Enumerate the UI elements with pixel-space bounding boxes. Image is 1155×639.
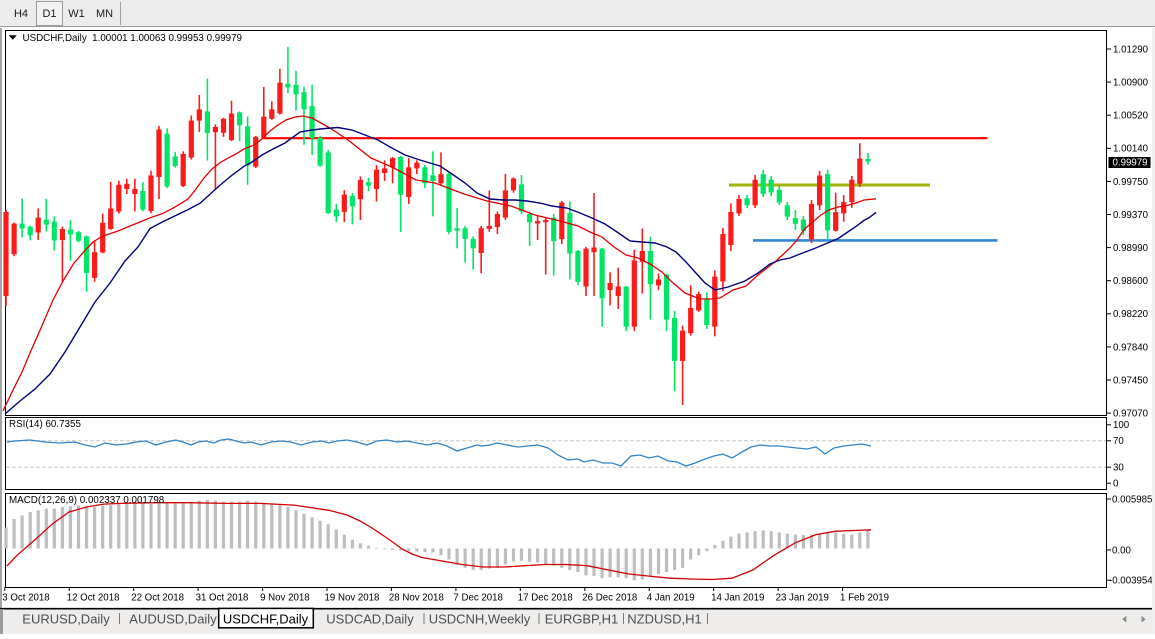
- svg-text:7 Dec 2018: 7 Dec 2018: [453, 593, 503, 604]
- svg-text:0.99750: 0.99750: [1113, 177, 1149, 188]
- svg-text:26 Dec 2018: 26 Dec 2018: [582, 593, 637, 604]
- svg-text:0.00: 0.00: [1112, 545, 1131, 556]
- svg-text:28 Nov 2018: 28 Nov 2018: [389, 593, 444, 604]
- svg-text:USDCHF,Daily 1.00001 1.00063: USDCHF,Daily 1.00001 1.00063 0.99953 0.9…: [23, 33, 243, 44]
- svg-text:D1: D1: [42, 8, 56, 20]
- svg-text:30: 30: [1113, 463, 1124, 474]
- svg-text:0.99979: 0.99979: [1113, 158, 1148, 169]
- svg-text:W1: W1: [68, 8, 85, 20]
- svg-text:9 Nov 2018: 9 Nov 2018: [260, 593, 310, 604]
- svg-text:0.97840: 0.97840: [1113, 342, 1149, 353]
- svg-text:1 Feb 2019: 1 Feb 2019: [840, 593, 889, 604]
- svg-text:1.00520: 1.00520: [1113, 111, 1149, 122]
- svg-text:0.005985: 0.005985: [1112, 494, 1152, 505]
- svg-text:0.97450: 0.97450: [1113, 375, 1149, 386]
- svg-text:22 Oct 2018: 22 Oct 2018: [131, 593, 184, 604]
- svg-text:EURGBP,H1: EURGBP,H1: [545, 612, 618, 627]
- svg-text:USDCAD,Daily: USDCAD,Daily: [326, 612, 414, 627]
- svg-text:1.00140: 1.00140: [1113, 144, 1149, 155]
- svg-text:RSI(14) 60.7355: RSI(14) 60.7355: [9, 419, 81, 430]
- svg-text:AUDUSD,Daily: AUDUSD,Daily: [129, 612, 217, 627]
- svg-text:MACD(12,26,9) 0.002337 0.00179: MACD(12,26,9) 0.002337 0.001798: [9, 495, 165, 506]
- svg-text:0.99370: 0.99370: [1113, 210, 1149, 221]
- svg-text:-0.003954: -0.003954: [1109, 576, 1153, 587]
- svg-text:31 Oct 2018: 31 Oct 2018: [196, 593, 249, 604]
- svg-text:70: 70: [1113, 436, 1124, 447]
- svg-text:NZDUSD,H1: NZDUSD,H1: [627, 612, 701, 627]
- svg-text:USDCNH,Weekly: USDCNH,Weekly: [429, 612, 531, 627]
- svg-text:3 Oct 2018: 3 Oct 2018: [2, 593, 49, 604]
- svg-text:17 Dec 2018: 17 Dec 2018: [518, 593, 573, 604]
- svg-text:0.98990: 0.98990: [1113, 243, 1149, 254]
- svg-text:0: 0: [1113, 479, 1119, 490]
- svg-text:USDCHF,Daily: USDCHF,Daily: [223, 612, 309, 627]
- svg-text:100: 100: [1113, 420, 1130, 431]
- svg-text:H4: H4: [14, 8, 28, 20]
- svg-text:1.01290: 1.01290: [1113, 44, 1149, 55]
- svg-text:23 Jan 2019: 23 Jan 2019: [776, 593, 829, 604]
- svg-text:19 Nov 2018: 19 Nov 2018: [325, 593, 380, 604]
- svg-text:4 Jan 2019: 4 Jan 2019: [647, 593, 695, 604]
- svg-text:1.00900: 1.00900: [1113, 78, 1149, 89]
- svg-text:0.98220: 0.98220: [1113, 309, 1149, 320]
- svg-text:EURUSD,Daily: EURUSD,Daily: [22, 612, 110, 627]
- svg-text:12 Oct 2018: 12 Oct 2018: [67, 593, 120, 604]
- svg-text:MN: MN: [96, 8, 113, 20]
- svg-text:14 Jan 2019: 14 Jan 2019: [711, 593, 764, 604]
- svg-text:0.97070: 0.97070: [1113, 409, 1149, 420]
- svg-text:0.98600: 0.98600: [1113, 276, 1149, 287]
